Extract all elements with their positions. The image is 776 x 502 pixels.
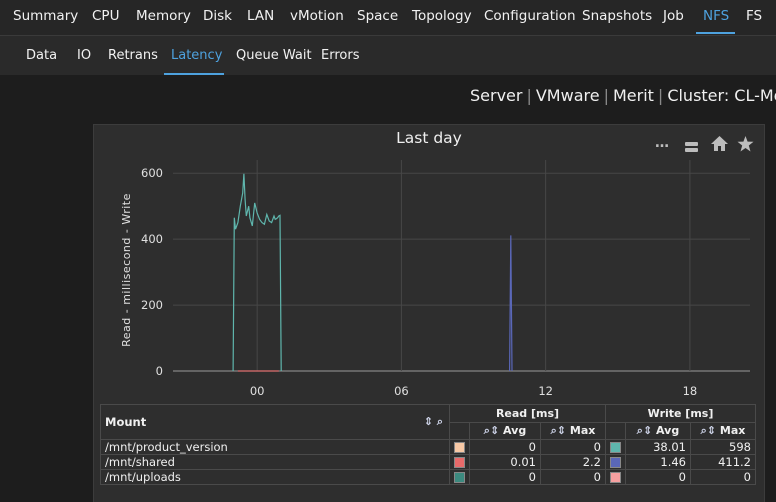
tab-topology[interactable]: Topology — [412, 8, 472, 24]
sort-search-icon[interactable]: ⇕ ⌕ — [423, 415, 443, 428]
ellipsis-icon[interactable]: … — [655, 135, 669, 151]
legend-table: Mount ⇕ ⌕ Read [ms] Write [ms] ⌕⇕ Avg ⌕⇕… — [100, 404, 756, 485]
tab-summary[interactable]: Summary — [13, 8, 79, 24]
tab-disk[interactable]: Disk — [203, 8, 232, 24]
write-max: 598 — [690, 439, 756, 455]
table-row[interactable]: /mnt/product_version 0 0 38.01 598 — [100, 439, 756, 455]
sort-icon: ⌕⇕ — [636, 423, 653, 437]
y-tick-label: 200 — [141, 298, 163, 312]
write-max-header[interactable]: ⌕⇕ Max — [690, 421, 756, 440]
tab-job[interactable]: Job — [663, 8, 684, 24]
read-avg: 0 — [469, 469, 541, 485]
subtab-data[interactable]: Data — [26, 48, 58, 63]
y-axis-ticks: 0 200 400 600 — [141, 166, 163, 378]
breadcrumb-server[interactable]: Server — [470, 86, 523, 105]
sort-icon: ⌕⇕ — [483, 423, 500, 437]
home-icon[interactable] — [711, 136, 728, 155]
x-tick-label: 18 — [683, 384, 698, 398]
write-avg: 1.46 — [625, 454, 691, 470]
x-tick-label: 00 — [250, 384, 265, 398]
chart-title: Last day — [396, 129, 462, 147]
tab-nfs[interactable]: NFS — [703, 8, 730, 24]
table-row[interactable]: /mnt/uploads 0 0 0 0 — [100, 469, 756, 485]
mount-name: /mnt/shared — [100, 454, 450, 470]
read-max: 0 — [540, 439, 606, 455]
tab-cpu[interactable]: CPU — [92, 8, 120, 24]
write-max: 0 — [690, 469, 756, 485]
write-color-swatch[interactable] — [610, 442, 621, 453]
x-tick-label: 12 — [538, 384, 553, 398]
chart-series — [232, 173, 513, 372]
tab-fs[interactable]: FS — [746, 8, 763, 24]
active-subtab-indicator — [164, 73, 224, 75]
read-max-header[interactable]: ⌕⇕ Max — [540, 421, 606, 440]
x-axis-ticks: 00 06 12 18 — [250, 384, 697, 398]
write-avg: 38.01 — [625, 439, 691, 455]
read-avg: 0 — [469, 439, 541, 455]
stack-icon[interactable] — [685, 138, 698, 157]
series-line-0 — [232, 173, 282, 372]
read-color-swatch[interactable] — [454, 442, 465, 453]
write-header: Write [ms] — [605, 404, 756, 423]
y-tick-label: 600 — [141, 166, 163, 180]
y-tick-label: 0 — [156, 364, 163, 378]
tab-configuration[interactable]: Configuration — [484, 8, 576, 24]
read-avg: 0.01 — [469, 454, 541, 470]
top-nav: Summary CPU Memory Disk LAN vMotion Spac… — [0, 0, 776, 36]
read-max: 2.2 — [540, 454, 606, 470]
tab-vmotion[interactable]: vMotion — [290, 8, 344, 24]
series-line-1 — [509, 235, 513, 372]
read-header: Read [ms] — [449, 404, 606, 423]
star-icon[interactable] — [737, 136, 754, 156]
tab-memory[interactable]: Memory — [136, 8, 191, 24]
read-max: 0 — [540, 469, 606, 485]
breadcrumb-vmware[interactable]: VMware — [535, 86, 600, 105]
sort-icon: ⌕⇕ — [700, 423, 717, 437]
tab-lan[interactable]: LAN — [247, 8, 275, 24]
subtab-errors[interactable]: Errors — [321, 48, 360, 63]
read-color-swatch[interactable] — [454, 457, 465, 468]
latency-chart: 0 200 400 600 00 06 12 18 Read - millisecond -… — [120, 160, 750, 398]
breadcrumb: Server|VMware|Merit|Cluster: CL-Mer — [470, 86, 776, 105]
mount-header-cell[interactable]: Mount ⇕ ⌕ — [100, 404, 450, 440]
active-tab-indicator — [696, 32, 735, 34]
subtab-retrans[interactable]: Retrans — [108, 48, 158, 63]
write-max: 411.2 — [690, 454, 756, 470]
breadcrumb-merit[interactable]: Merit — [612, 86, 654, 105]
write-color-swatch[interactable] — [610, 472, 621, 483]
y-tick-label: 400 — [141, 232, 163, 246]
read-color-swatch[interactable] — [454, 472, 465, 483]
subtab-latency[interactable]: Latency — [171, 48, 223, 63]
write-avg-header[interactable]: ⌕⇕ Avg — [625, 421, 691, 440]
y-axis-label: Read - millisecond - Write — [120, 193, 133, 347]
mount-name: /mnt/product_version — [100, 439, 450, 455]
breadcrumb-cluster[interactable]: Cluster: CL-Mer — [667, 86, 776, 105]
tab-snapshots[interactable]: Snapshots — [582, 8, 653, 24]
subtab-io[interactable]: IO — [77, 48, 92, 63]
chart-grid — [173, 160, 750, 372]
table-row[interactable]: /mnt/shared 0.01 2.2 1.46 411.2 — [100, 454, 756, 470]
tab-space[interactable]: Space — [357, 8, 399, 24]
sub-nav: Data IO Retrans Latency Queue Wait Error… — [0, 36, 776, 75]
x-tick-label: 06 — [394, 384, 409, 398]
read-avg-header[interactable]: ⌕⇕ Avg — [469, 421, 541, 440]
mount-name: /mnt/uploads — [100, 469, 450, 485]
sort-icon: ⌕⇕ — [550, 423, 567, 437]
write-avg: 0 — [625, 469, 691, 485]
write-color-swatch[interactable] — [610, 457, 621, 468]
subtab-queue-wait[interactable]: Queue Wait — [236, 48, 312, 63]
mount-header: Mount — [105, 415, 147, 429]
